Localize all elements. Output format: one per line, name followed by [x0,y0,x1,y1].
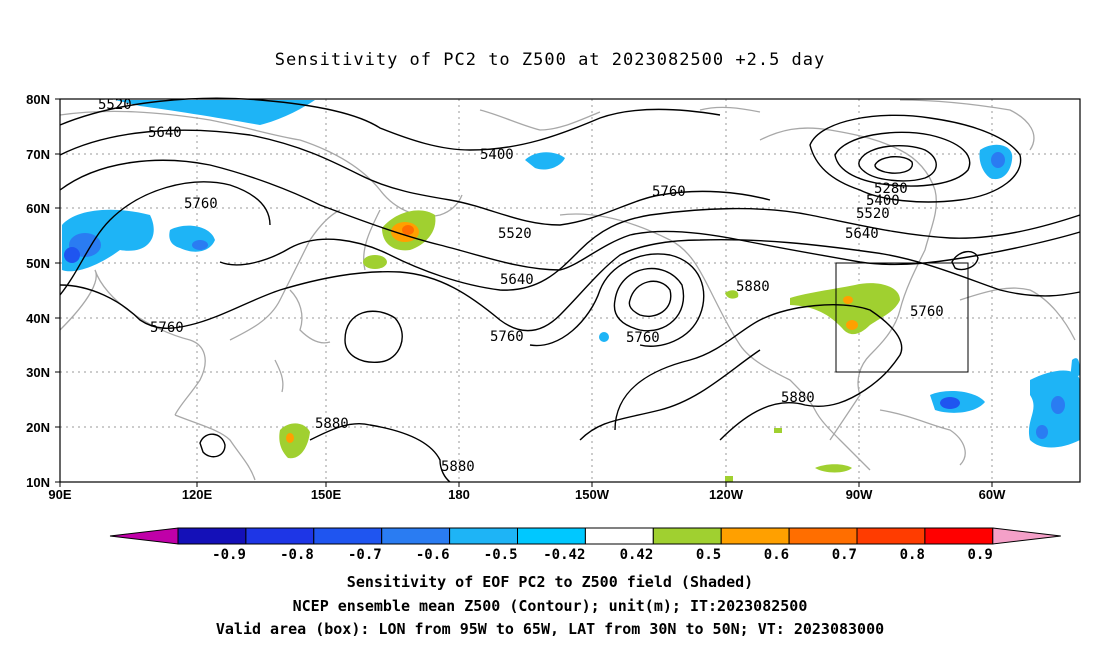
contour-label: 5520 [98,97,132,113]
lat-label: 40N [26,311,50,326]
lat-label: 70N [26,147,50,162]
colorbar-box [856,527,926,545]
lat-label: 60N [26,201,50,216]
colorbar-box [313,527,383,545]
colorbar-box [449,527,519,545]
colorbar-label: -0.42 [543,547,585,563]
contour-label: 5760 [652,184,686,200]
colorbar-box [652,527,722,545]
lon-label: 90W [846,487,873,502]
lat-label: 80N [26,92,50,107]
lon-labels: 90E 120E 150E 180 150W 120W 90W 60W [48,487,1006,502]
lon-label: 180 [448,487,470,502]
contour-labels: 5520 5640 5760 5400 5520 5640 5760 5760 … [98,97,944,475]
colorbar-label: 0.7 [832,547,857,563]
contour-label: 5520 [856,206,890,222]
lon-label: 60W [979,487,1006,502]
grid [60,99,1080,482]
colorbar-label: 0.6 [764,547,789,563]
colorbar-box [245,527,315,545]
contour-label: 5400 [480,147,514,163]
contour-label: 5400 [866,193,900,209]
contour-label: 5880 [315,416,349,432]
contour-label: 5640 [500,272,534,288]
colorbar-label: -0.7 [348,547,382,563]
colorbar-box [788,527,858,545]
contour-label: 5880 [441,459,475,475]
contour-label: 5880 [781,390,815,406]
colorbar-label: -0.8 [280,547,314,563]
colorbar-box [177,527,247,545]
lat-label: 30N [26,365,50,380]
colorbar-right-arrow [992,527,1061,545]
z500-contours [59,97,1081,483]
lon-label: 120E [182,487,213,502]
footer-line-2: NCEP ensemble mean Z500 (Contour); unit(… [292,597,808,615]
contour-label: 5520 [498,226,532,242]
contour-label: 5760 [150,320,184,336]
colorbar-label: 0.9 [968,547,993,563]
lon-label: 90E [48,487,71,502]
colorbar-label: 0.42 [620,547,654,563]
valid-area-box [835,262,969,373]
contour-label: 5880 [736,279,770,295]
colorbar-label: -0.9 [212,547,246,563]
lat-label: 10N [26,475,50,490]
colorbar-label: 0.5 [696,547,721,563]
colorbar-left-arrow [109,527,179,545]
colorbar-box [924,527,994,545]
colorbar-box [720,527,790,545]
lat-label: 20N [26,420,50,435]
colorbar-label: -0.5 [484,547,518,563]
colorbar-label: -0.6 [416,547,450,563]
contour-label: 5760 [626,330,660,346]
lon-label: 120W [709,487,744,502]
contour-label: 5760 [184,196,218,212]
lon-label: 150E [311,487,342,502]
lat-label: 50N [26,256,50,271]
contour-label: 5760 [490,329,524,345]
colorbar: -0.9 -0.8 -0.7 -0.6 -0.5 -0.42 0.42 0.5 0.6 0.7 0.… [109,527,1061,563]
colorbar-box [381,527,451,545]
contour-label: 5640 [148,125,182,141]
footer-line-1: Sensitivity of EOF PC2 to Z500 field (Sh… [346,573,754,591]
colorbar-label: 0.8 [900,547,925,563]
lat-labels: 80N 70N 60N 50N 40N 30N 20N 10N [26,92,50,490]
chart-title: Sensitivity of PC2 to Z500 at 2023082500… [274,50,826,70]
contour-label: 5760 [910,304,944,320]
colorbar-box [584,527,654,545]
contour-label: 5640 [845,226,879,242]
footer-line-3: Valid area (box): LON from 95W to 65W, L… [215,620,885,638]
contour-label: 5280 [874,181,908,197]
colorbar-box [517,527,586,545]
coastlines [59,99,1076,481]
lon-label: 150W [575,487,610,502]
